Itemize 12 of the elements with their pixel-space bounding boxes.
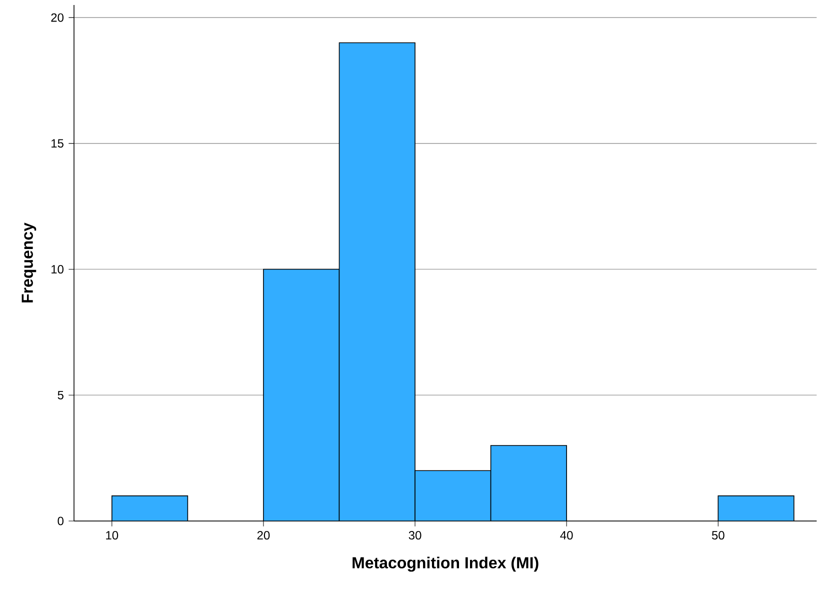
y-axis-title: Frequency [22,222,36,302]
y-tick-label: 5 [58,390,64,400]
x-tick-label: 10 [106,531,118,540]
x-axis-title: Metacognition Index (MI) [352,556,538,572]
y-tick-label: 20 [51,13,64,22]
y-tick-label: 0 [58,516,64,526]
x-tick-label: 20 [257,531,270,540]
x-tick-label: 40 [560,531,573,540]
y-tick-label: 10 [52,265,64,274]
y-tick-label: 15 [52,139,64,148]
x-tick-label: 30 [408,531,422,540]
x-tick-label: 50 [712,531,724,540]
